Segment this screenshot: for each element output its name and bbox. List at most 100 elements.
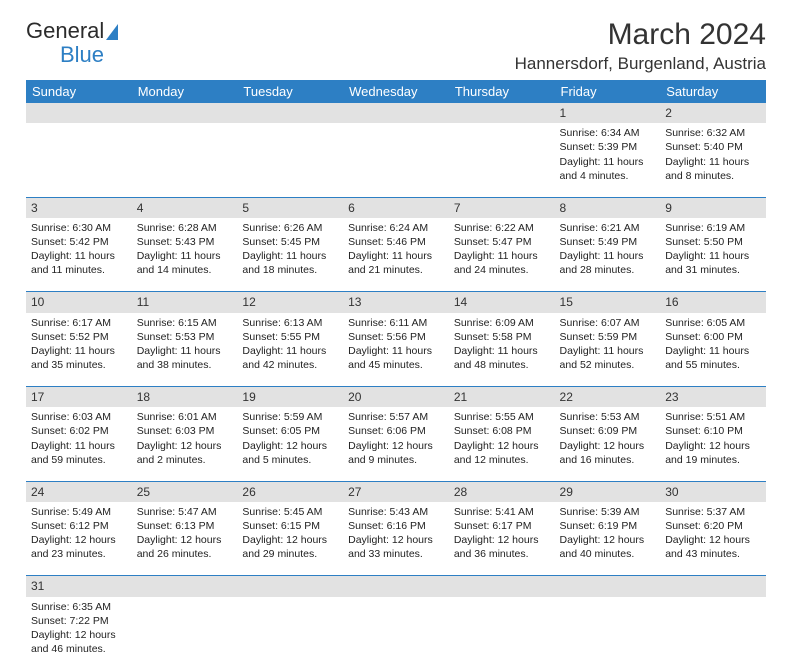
day-cell: Sunrise: 5:43 AMSunset: 6:16 PMDaylight:… [343,502,449,576]
daylight-text-1: Daylight: 12 hours [31,533,127,547]
day-cell: Sunrise: 6:19 AMSunset: 5:50 PMDaylight:… [660,218,766,292]
daylight-text-2: and 35 minutes. [31,358,127,372]
daylight-text-1: Daylight: 11 hours [665,249,761,263]
day-number [343,576,449,597]
daylight-text-1: Daylight: 11 hours [665,155,761,169]
calendar-body: 12 Sunrise: 6:34 AMSunset: 5:39 PMDaylig… [26,103,766,671]
day-cell [343,123,449,197]
daylight-text-2: and 5 minutes. [242,453,338,467]
day-number [449,103,555,123]
sunrise-text: Sunrise: 5:41 AM [454,505,550,519]
sunset-text: Sunset: 5:43 PM [137,235,233,249]
sunrise-text: Sunrise: 5:51 AM [665,410,761,424]
day-cell [237,123,343,197]
day-cell: Sunrise: 6:35 AMSunset: 7:22 PMDaylight:… [26,597,132,671]
day-header: Wednesday [343,80,449,103]
day-number: 30 [660,481,766,502]
day-header: Thursday [449,80,555,103]
day-number: 21 [449,387,555,408]
day-cell: Sunrise: 5:49 AMSunset: 6:12 PMDaylight:… [26,502,132,576]
sunrise-text: Sunrise: 6:22 AM [454,221,550,235]
sunset-text: Sunset: 5:49 PM [560,235,656,249]
sunset-text: Sunset: 5:46 PM [348,235,444,249]
sunset-text: Sunset: 5:53 PM [137,330,233,344]
day-number: 20 [343,387,449,408]
day-cell [132,123,238,197]
daylight-text-2: and 31 minutes. [665,263,761,277]
daylight-text-2: and 12 minutes. [454,453,550,467]
daylight-text-1: Daylight: 12 hours [348,533,444,547]
sunrise-text: Sunrise: 5:39 AM [560,505,656,519]
day-number: 3 [26,197,132,218]
sunset-text: Sunset: 6:19 PM [560,519,656,533]
daylight-text-2: and 2 minutes. [137,453,233,467]
daylight-text-2: and 48 minutes. [454,358,550,372]
sunset-text: Sunset: 6:16 PM [348,519,444,533]
sunrise-text: Sunrise: 6:07 AM [560,316,656,330]
sunset-text: Sunset: 5:58 PM [454,330,550,344]
daylight-text-1: Daylight: 12 hours [454,533,550,547]
daylight-text-2: and 52 minutes. [560,358,656,372]
day-number: 26 [237,481,343,502]
calendar-table: SundayMondayTuesdayWednesdayThursdayFrid… [26,80,766,671]
sunrise-text: Sunrise: 6:26 AM [242,221,338,235]
day-number: 8 [555,197,661,218]
sunrise-text: Sunrise: 5:53 AM [560,410,656,424]
day-number: 18 [132,387,238,408]
day-number: 15 [555,292,661,313]
sunset-text: Sunset: 6:15 PM [242,519,338,533]
sunrise-text: Sunrise: 6:30 AM [31,221,127,235]
daylight-text-1: Daylight: 12 hours [560,439,656,453]
sunset-text: Sunset: 5:45 PM [242,235,338,249]
day-number: 16 [660,292,766,313]
sunrise-text: Sunrise: 5:55 AM [454,410,550,424]
day-cell: Sunrise: 6:15 AMSunset: 5:53 PMDaylight:… [132,313,238,387]
day-number: 1 [555,103,661,123]
sunset-text: Sunset: 5:47 PM [454,235,550,249]
day-cell [26,123,132,197]
daylight-text-2: and 38 minutes. [137,358,233,372]
day-number: 10 [26,292,132,313]
daylight-text-1: Daylight: 12 hours [348,439,444,453]
daylight-text-1: Daylight: 12 hours [242,439,338,453]
day-number: 31 [26,576,132,597]
daylight-text-2: and 16 minutes. [560,453,656,467]
day-header: Tuesday [237,80,343,103]
day-number: 19 [237,387,343,408]
sunrise-text: Sunrise: 6:17 AM [31,316,127,330]
daylight-text-1: Daylight: 12 hours [31,628,127,642]
sunrise-text: Sunrise: 5:43 AM [348,505,444,519]
day-cell [449,597,555,671]
sunset-text: Sunset: 5:56 PM [348,330,444,344]
brand-part2: Blue [60,42,104,68]
day-cell [555,597,661,671]
day-cell: Sunrise: 5:47 AMSunset: 6:13 PMDaylight:… [132,502,238,576]
day-cell: Sunrise: 6:13 AMSunset: 5:55 PMDaylight:… [237,313,343,387]
day-number: 7 [449,197,555,218]
sunrise-text: Sunrise: 5:45 AM [242,505,338,519]
sunset-text: Sunset: 5:42 PM [31,235,127,249]
location-text: Hannersdorf, Burgenland, Austria [515,54,766,74]
day-number: 12 [237,292,343,313]
day-cell: Sunrise: 5:45 AMSunset: 6:15 PMDaylight:… [237,502,343,576]
daylight-text-1: Daylight: 11 hours [560,344,656,358]
day-number [132,576,238,597]
brand-part1: General [26,18,104,44]
daylight-text-2: and 11 minutes. [31,263,127,277]
sunrise-text: Sunrise: 5:49 AM [31,505,127,519]
day-cell: Sunrise: 6:34 AMSunset: 5:39 PMDaylight:… [555,123,661,197]
daylight-text-1: Daylight: 11 hours [31,439,127,453]
sunrise-text: Sunrise: 5:47 AM [137,505,233,519]
day-cell: Sunrise: 5:51 AMSunset: 6:10 PMDaylight:… [660,407,766,481]
sunset-text: Sunset: 7:22 PM [31,614,127,628]
calendar-head: SundayMondayTuesdayWednesdayThursdayFrid… [26,80,766,103]
sunset-text: Sunset: 6:17 PM [454,519,550,533]
day-number: 22 [555,387,661,408]
day-cell [449,123,555,197]
day-cell: Sunrise: 6:24 AMSunset: 5:46 PMDaylight:… [343,218,449,292]
sunset-text: Sunset: 6:20 PM [665,519,761,533]
day-header: Sunday [26,80,132,103]
daylight-text-2: and 24 minutes. [454,263,550,277]
day-cell: Sunrise: 6:03 AMSunset: 6:02 PMDaylight:… [26,407,132,481]
day-header: Monday [132,80,238,103]
